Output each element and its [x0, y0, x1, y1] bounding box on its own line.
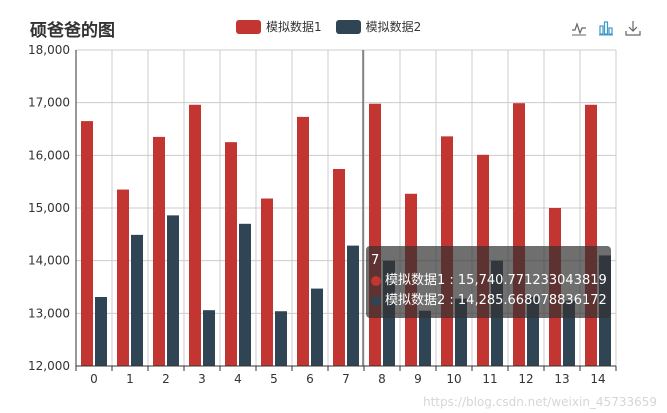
x-tick-label: 11 — [482, 372, 497, 386]
x-tick-label: 8 — [378, 372, 386, 386]
bar-series1 — [297, 116, 309, 367]
x-tick-label: 14 — [590, 372, 605, 386]
tooltip-row-series1: 模拟数据1 : 15,740.771233043819 — [371, 271, 611, 291]
x-tick-label: 5 — [270, 372, 278, 386]
x-tick-label: 13 — [554, 372, 569, 386]
bar-series1 — [369, 103, 381, 366]
chart-title: 硕爸爸的图 — [30, 21, 115, 41]
bar-series1 — [585, 104, 597, 367]
bar-series1 — [513, 103, 525, 367]
x-tick-label: 2 — [162, 372, 170, 386]
tooltip: 7 模拟数据1 : 15,740.771233043819 模拟数据2 : 14… — [366, 246, 611, 318]
y-tick-label: 12,000 — [28, 359, 70, 373]
x-tick-label: 4 — [234, 372, 242, 386]
bar-series2 — [347, 245, 359, 366]
y-tick-label: 14,000 — [28, 254, 70, 268]
x-tick-label: 0 — [90, 372, 98, 386]
legend-swatch-series1 — [236, 19, 261, 34]
y-tick-label: 16,000 — [28, 148, 70, 162]
bar-series2 — [167, 215, 179, 366]
legend: 模拟数据1 模拟数据2 — [236, 18, 421, 35]
watermark: https://blog.csdn.net/weixin_45733659 — [422, 395, 657, 409]
axis-layer: 12,000 13,000 14,000 15,000 16,000 17,000 18,0… — [28, 43, 617, 386]
tooltip-value-series2: 模拟数据2 : 14,285.668078836172 — [385, 293, 607, 308]
bar-series2 — [203, 310, 215, 366]
bar-series2 — [311, 288, 323, 366]
bar-series2 — [239, 223, 251, 366]
bar-series2 — [275, 311, 287, 366]
tooltip-dot-series2 — [371, 296, 381, 306]
tooltip-category: 7 — [371, 253, 380, 268]
line-chart-icon[interactable] — [571, 20, 587, 36]
bar-chart-icon[interactable] — [598, 20, 614, 36]
bar-series1 — [117, 189, 129, 366]
bar-series2 — [419, 310, 431, 366]
x-tick-label: 10 — [446, 372, 461, 386]
bar-series1 — [225, 142, 237, 366]
bar-series1 — [153, 136, 165, 366]
x-tick-label: 6 — [306, 372, 314, 386]
y-tick-label: 18,000 — [28, 43, 70, 57]
legend-label-series2: 模拟数据2 — [365, 20, 422, 34]
x-tick-label: 12 — [518, 372, 533, 386]
bar-series1 — [189, 104, 201, 367]
bar-series1 — [81, 121, 93, 366]
download-icon[interactable] — [625, 20, 641, 36]
legend-item-series1[interactable]: 模拟数据1 — [236, 18, 322, 35]
bar-series1 — [333, 168, 345, 366]
legend-label-series1: 模拟数据1 — [266, 20, 322, 34]
bar-series2 — [95, 297, 107, 366]
x-tick-label: 9 — [414, 372, 422, 386]
x-tick-label: 3 — [198, 372, 206, 386]
x-tick-label: 7 — [342, 372, 350, 386]
bar-series2 — [131, 234, 143, 366]
grid-layer — [76, 49, 617, 367]
bar-layer — [81, 103, 611, 367]
legend-swatch-series2 — [335, 19, 361, 34]
x-tick-label: 1 — [126, 372, 134, 386]
tooltip-row-series2: 模拟数据2 : 14,285.668078836172 — [371, 291, 611, 311]
legend-item-series2[interactable]: 模拟数据2 — [335, 18, 422, 35]
y-tick-label: 15,000 — [28, 201, 70, 215]
tooltip-dot-series1 — [371, 276, 381, 286]
tooltip-value-series1: 模拟数据1 : 15,740.771233043819 — [385, 273, 607, 288]
y-tick-label: 17,000 — [28, 96, 70, 110]
toolbox — [571, 20, 641, 36]
bar-series1 — [261, 198, 273, 366]
y-tick-label: 13,000 — [28, 306, 70, 320]
